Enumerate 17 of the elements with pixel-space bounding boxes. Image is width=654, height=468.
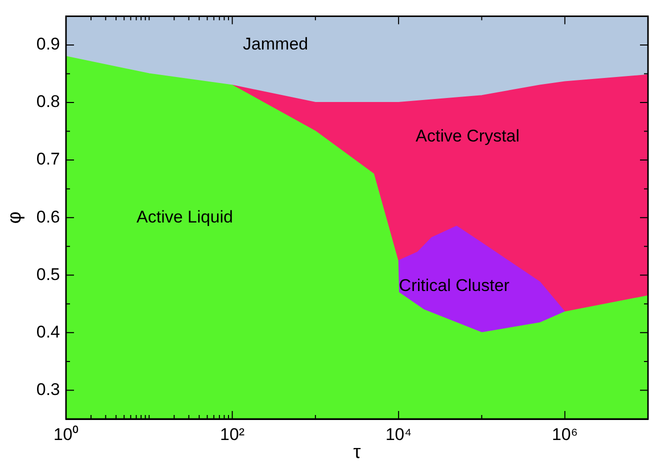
y-tick-label: 0.8 [36, 92, 60, 112]
x-tick-label: 10⁰ [54, 424, 78, 444]
series-label: Jammed [242, 34, 308, 54]
x-tick-label: 10² [220, 424, 245, 444]
y-tick-label: 0.6 [36, 207, 60, 226]
y-tick-label: 0.4 [36, 322, 60, 342]
series-label: Active Liquid [136, 207, 233, 226]
y-tick-label: 0.9 [36, 34, 60, 54]
series-label: Active Crystal [416, 126, 520, 146]
y-axis-title: φ [4, 211, 26, 224]
x-axis-title: τ [353, 442, 362, 463]
y-tick-label: 0.3 [36, 380, 60, 399]
series-label: Critical Cluster [398, 276, 510, 296]
x-tick-label: 10⁶ [552, 424, 578, 444]
x-tick-label: 10⁴ [385, 424, 412, 444]
y-tick-label: 0.7 [36, 150, 60, 169]
y-tick-label: 0.5 [36, 264, 60, 284]
